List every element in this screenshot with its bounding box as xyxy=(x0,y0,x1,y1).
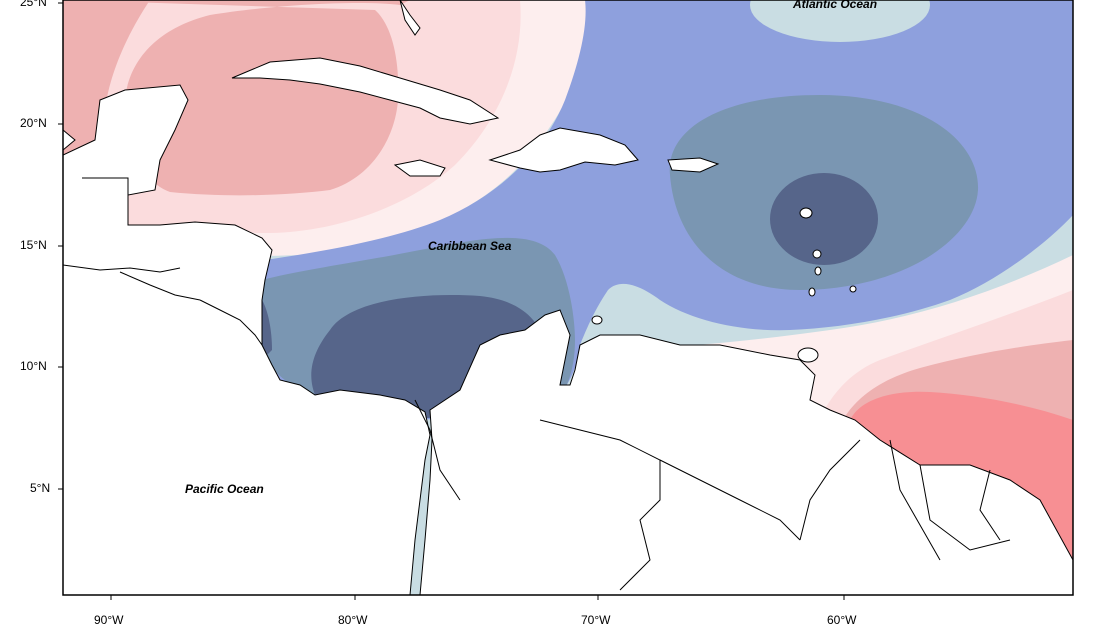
lon-tick-90w: 90°W xyxy=(94,613,124,627)
lon-tick-70w: 70°W xyxy=(581,613,611,627)
label-pacific-ocean: Pacific Ocean xyxy=(185,482,264,496)
land-central-america xyxy=(63,84,431,595)
land-masses xyxy=(63,0,1073,595)
cool-field-blue-dark-coast xyxy=(262,300,272,360)
island-bahamas xyxy=(399,0,421,36)
island-lesser-antilles-5 xyxy=(849,285,857,293)
island-jamaica xyxy=(393,159,446,177)
atlantic-light-oval xyxy=(750,0,930,42)
warm-field-northwest-medium-edge xyxy=(63,0,150,190)
cool-field-blue-dark-east xyxy=(770,173,878,265)
island-trinidad xyxy=(797,347,819,363)
island-cuba xyxy=(231,57,500,125)
country-borders xyxy=(63,177,1011,591)
land-south-america xyxy=(419,309,1073,595)
island-lesser-antilles-2 xyxy=(812,249,822,259)
land-mexico-north xyxy=(63,0,76,151)
label-caribbean-sea: Caribbean Sea xyxy=(428,239,512,253)
lat-tick-10n: 10°N xyxy=(20,359,47,373)
lat-tick-5n: 5°N xyxy=(30,481,51,495)
axis-ticks xyxy=(58,2,845,600)
caribbean-islands xyxy=(231,0,857,363)
lon-tick-80w: 80°W xyxy=(338,613,368,627)
island-puerto-rico xyxy=(667,157,720,173)
lat-tick-15n: 15°N xyxy=(20,238,47,252)
plot-border xyxy=(62,0,1074,596)
label-atlantic-ocean: Atlantic Ocean xyxy=(793,0,878,11)
island-curacao xyxy=(591,315,603,325)
island-lesser-antilles-4 xyxy=(808,287,816,297)
island-lesser-antilles-1 xyxy=(799,207,813,219)
lon-tick-60w: 60°W xyxy=(827,613,857,627)
lat-tick-20n: 20°N xyxy=(20,116,47,130)
island-lesser-antilles-3 xyxy=(814,266,822,276)
island-hispaniola xyxy=(488,127,639,173)
lat-tick-25n: 25°N xyxy=(20,0,47,9)
